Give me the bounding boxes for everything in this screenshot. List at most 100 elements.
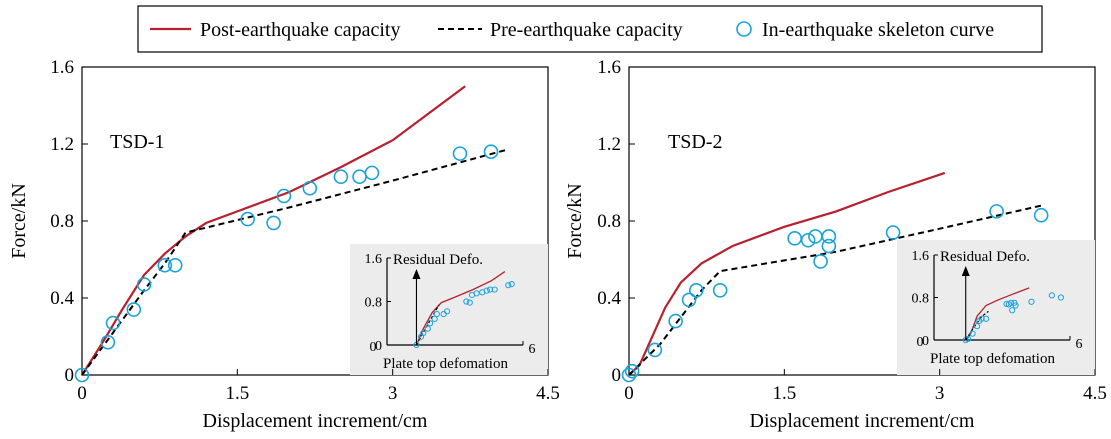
inset-background <box>897 240 1095 375</box>
skeleton-point <box>787 231 802 246</box>
skeleton-point <box>452 146 468 161</box>
inset-skeleton-point <box>431 315 438 322</box>
inset-skeleton-point <box>1009 307 1016 314</box>
post-earthquake-line <box>81 85 466 376</box>
inset-x-axis-title: Plate top defomation <box>383 356 508 372</box>
x-tick-label: 3 <box>935 383 945 404</box>
panel-title: TSD-2 <box>668 131 722 153</box>
skeleton-point <box>333 169 349 185</box>
skeleton-point <box>1033 207 1049 223</box>
inset-title: Residual Defo. <box>940 249 1030 265</box>
inset-y-tick-label: 0 <box>922 334 929 349</box>
residual-arrow-head <box>961 266 970 276</box>
skeleton-point <box>624 363 640 379</box>
legend-pre-label: Pre-earthquake capacity <box>490 19 683 41</box>
inset-skeleton-point <box>505 282 512 289</box>
skeleton-point <box>668 313 683 329</box>
inset-skeleton-point <box>463 298 470 305</box>
legend: Post-earthquake capacity Pre-earthquake … <box>137 5 1043 53</box>
inset-skeleton-point <box>433 310 440 318</box>
inset-skeleton-point <box>466 299 473 306</box>
y-axis-title: Force/kN <box>564 183 586 259</box>
skeleton-point <box>100 334 116 350</box>
y-tick-label: 1.6 <box>50 57 74 78</box>
x-axis-title: Displacement increment/cm <box>203 410 428 432</box>
skeleton-point <box>266 215 281 231</box>
inset-y-tick-label: 0.8 <box>912 292 930 307</box>
skeleton-point <box>136 277 152 292</box>
inset-skeleton-point <box>983 315 990 322</box>
skeleton-point <box>364 165 380 181</box>
inset-y-tick-label: 1.6 <box>365 252 383 267</box>
x-axis-title: Displacement increment/cm <box>750 410 975 432</box>
legend-skeleton-swatch <box>736 21 752 37</box>
inset-y-tick-label: 0.8 <box>365 296 383 311</box>
inset-skeleton-point <box>483 287 490 294</box>
inset-skeleton-point <box>443 308 451 315</box>
skeleton-point <box>157 257 173 273</box>
y-tick-label: 1.6 <box>597 57 621 78</box>
skeleton-point <box>689 282 704 298</box>
inset-skeleton-point <box>1057 294 1065 301</box>
chart-panel-tsd-1: 0 0.4 0.8 1.2 1.6 0 1.5 3 4.5 Displacement increm… <box>8 57 560 432</box>
skeleton-point <box>813 254 828 269</box>
x-tick-label: 1.5 <box>225 383 249 404</box>
y-tick-label: 0.4 <box>597 288 621 309</box>
inset-skeleton-point <box>1048 292 1055 299</box>
inset-x-tick-label: 6 <box>1076 337 1083 352</box>
skeleton-point <box>712 282 728 298</box>
inset-title: Residual Defo. <box>393 252 483 268</box>
skeleton-point <box>74 367 90 383</box>
inset-skeleton-point <box>473 290 480 297</box>
inset-chart: 0 0.8 1.6 6 Residual Defo. Plate top defomati… <box>365 252 536 372</box>
x-tick-label: 4.5 <box>1083 383 1107 404</box>
inset-x-tick-label: 0 <box>370 340 377 355</box>
inset-x-tick-label: 6 <box>529 342 536 357</box>
legend-post-label: Post-earthquake capacity <box>200 19 400 41</box>
pre-earthquake-line <box>628 204 1042 376</box>
inset-chart: 0 0.8 1.6 6 Residual Defo. Plate top defomati… <box>912 249 1083 367</box>
legend-skeleton-label: In-earthquake skeleton curve <box>762 19 994 41</box>
inset-skeleton-point <box>426 320 434 327</box>
skeleton-point <box>989 204 1004 219</box>
skeleton-point <box>276 188 292 204</box>
skeleton-point <box>647 342 663 358</box>
skeleton-point <box>126 302 142 317</box>
inset-skeleton-point <box>973 323 981 330</box>
legend-box <box>137 5 1043 53</box>
inset-pre-line <box>965 310 989 341</box>
inset-y-tick-label: 0 <box>375 339 382 354</box>
y-tick-label: 1.2 <box>50 134 74 155</box>
skeleton-point <box>302 180 318 196</box>
skeleton-point <box>800 232 816 248</box>
inset-skeleton-point <box>1007 299 1015 306</box>
post-earthquake-line <box>628 171 946 376</box>
y-tick-label: 0.8 <box>597 211 621 232</box>
y-tick-label: 0 <box>612 365 622 386</box>
y-tick-label: 1.2 <box>597 134 621 155</box>
skeleton-point <box>621 367 637 383</box>
inset-skeleton-point <box>487 286 494 293</box>
inset-skeleton-point <box>424 325 431 332</box>
x-tick-label: 0 <box>624 383 634 404</box>
residual-arrow-head <box>412 269 421 279</box>
chart-panel-tsd-2: 0 0.4 0.8 1.2 1.6 0 1.5 3 4.5 Displacement increm… <box>564 57 1107 432</box>
inset-x-tick-label: 0 <box>917 335 924 350</box>
inset-x-axis-title: Plate top defomation <box>930 351 1055 367</box>
skeleton-point <box>681 292 697 308</box>
skeleton-point <box>240 211 255 227</box>
skeleton-point <box>352 169 367 185</box>
inset-y-tick-label: 1.6 <box>912 249 930 264</box>
panel-title: TSD-1 <box>110 131 164 153</box>
inset-post-line <box>415 271 506 346</box>
y-axis-title: Force/kN <box>8 183 30 259</box>
x-tick-label: 4.5 <box>536 383 560 404</box>
skeleton-point <box>885 225 901 240</box>
skeleton-point <box>105 315 121 331</box>
x-tick-label: 0 <box>77 383 87 404</box>
inset-skeleton-point <box>420 329 427 337</box>
y-tick-label: 0 <box>65 365 75 386</box>
skeleton-point <box>167 257 183 273</box>
